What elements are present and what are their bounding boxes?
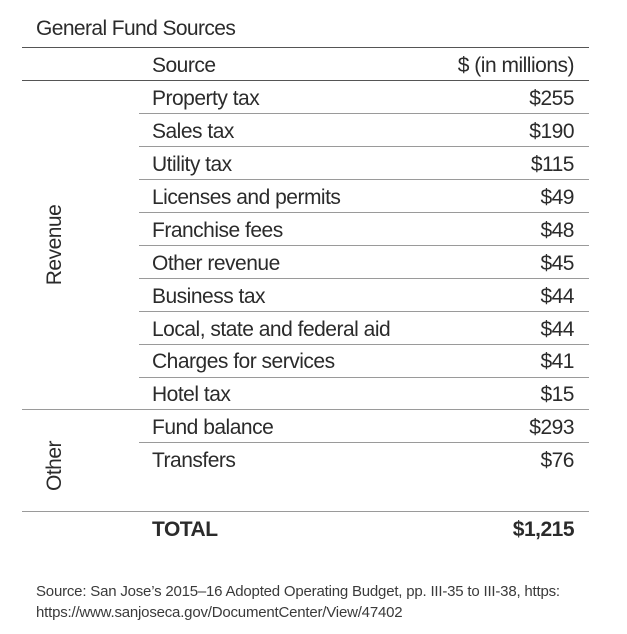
- row-source: Licenses and permits: [152, 186, 341, 209]
- row-source: Franchise fees: [152, 219, 283, 242]
- footnote-line-2: https://www.sanjoseca.gov/DocumentCenter…: [36, 604, 403, 621]
- row-amount: $115: [530, 153, 575, 176]
- header-rule: [22, 80, 589, 81]
- row-divider: [139, 146, 589, 147]
- row-amount: $44: [540, 285, 574, 308]
- row-divider: [139, 442, 589, 443]
- row-divider: [139, 344, 589, 345]
- row-divider: [139, 113, 589, 114]
- title-rule: [22, 47, 589, 48]
- group-label-revenue: Revenue: [43, 204, 66, 286]
- row-source: Charges for services: [152, 350, 335, 373]
- total-rule: [22, 511, 589, 512]
- row-source: Property tax: [152, 87, 260, 110]
- row-source: Fund balance: [152, 416, 274, 439]
- row-source: Sales tax: [152, 120, 234, 143]
- row-source: Utility tax: [152, 153, 232, 176]
- header-amount: $ (in millions): [457, 54, 575, 77]
- footnote-line-1: Source: San Jose’s 2015–16 Adopted Opera…: [36, 583, 560, 600]
- table-title: General Fund Sources: [36, 17, 236, 40]
- row-amount: $15: [540, 383, 574, 406]
- row-amount: $190: [529, 120, 574, 143]
- row-amount: $49: [540, 186, 574, 209]
- row-amount: $76: [540, 449, 574, 472]
- row-divider: [139, 179, 589, 180]
- row-source: Other revenue: [152, 252, 280, 275]
- row-divider: [139, 212, 589, 213]
- row-divider: [139, 245, 589, 246]
- row-divider: [139, 278, 589, 279]
- row-amount: $293: [529, 416, 574, 439]
- header-source: Source: [152, 54, 216, 77]
- row-amount: $45: [540, 252, 574, 275]
- group-label-other: Other: [43, 440, 66, 492]
- row-amount: $48: [540, 219, 574, 242]
- row-divider: [139, 311, 589, 312]
- total-label: TOTAL: [152, 518, 218, 541]
- row-source: Hotel tax: [152, 383, 231, 406]
- row-source: Transfers: [152, 449, 236, 472]
- total-amount: $1,215: [512, 518, 575, 541]
- row-amount: $255: [529, 87, 574, 110]
- row-source: Local, state and federal aid: [152, 318, 391, 341]
- row-amount: $44: [540, 318, 574, 341]
- row-source: Business tax: [152, 285, 266, 308]
- group-divider: [22, 409, 589, 410]
- row-divider: [139, 377, 589, 378]
- row-amount: $41: [540, 350, 574, 373]
